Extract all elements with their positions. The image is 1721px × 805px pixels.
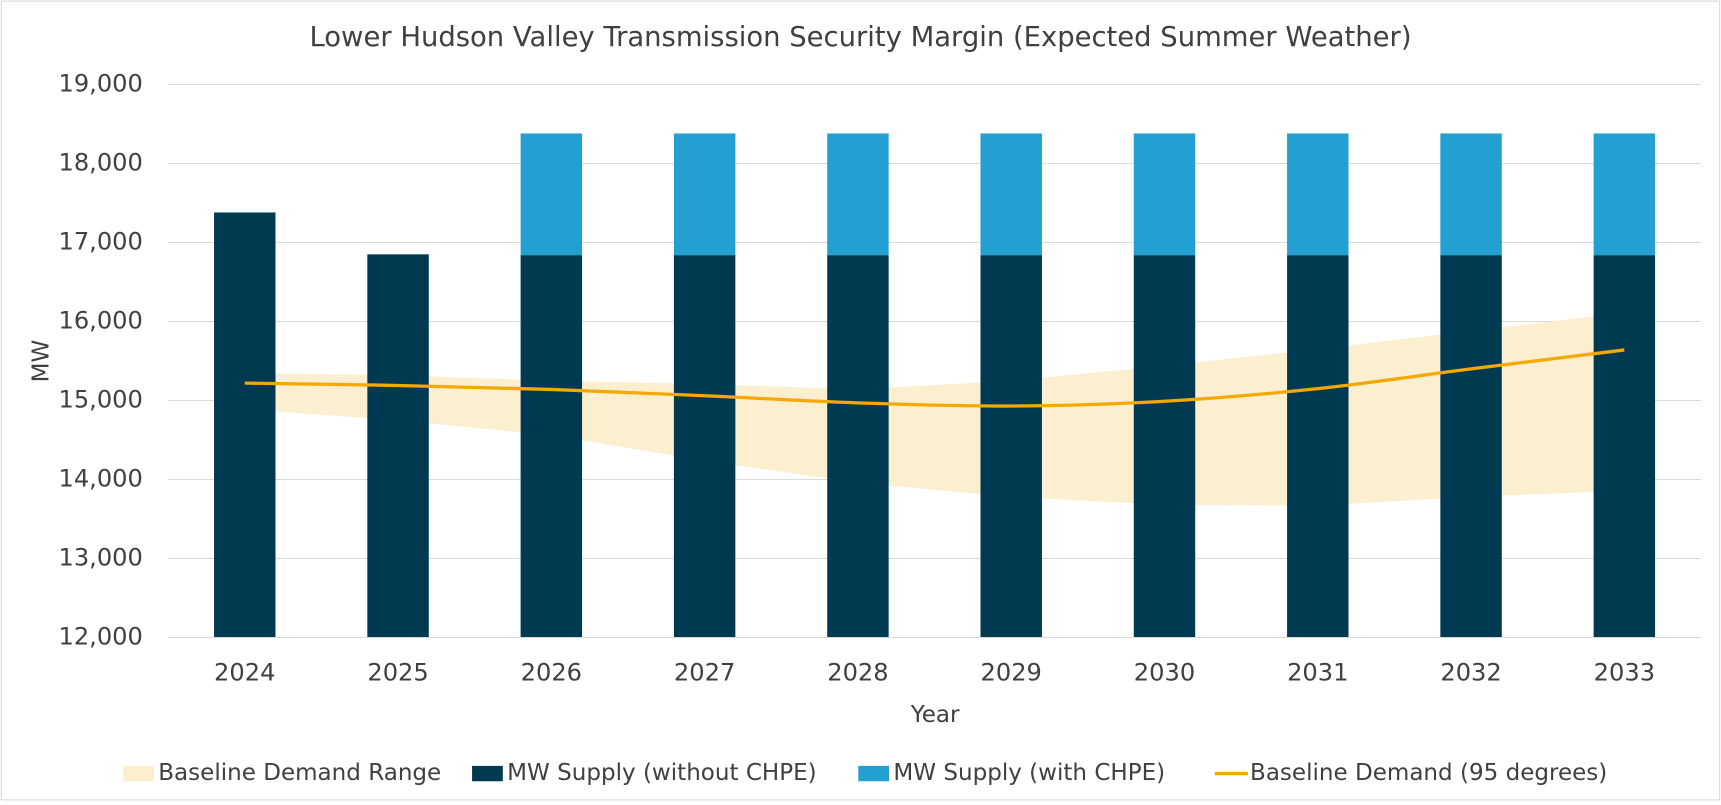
x-tick-label: 2027	[674, 659, 735, 687]
bar	[1287, 133, 1349, 256]
bar	[1593, 255, 1656, 638]
bar	[1593, 133, 1656, 256]
x-tick-label: 2030	[1134, 659, 1195, 687]
bar	[1287, 255, 1349, 638]
bar	[520, 255, 583, 638]
y-tick-label: 15,000	[58, 386, 142, 414]
x-tick-label: 2032	[1440, 659, 1501, 687]
x-tick-label: 2026	[521, 659, 582, 687]
bar	[827, 133, 889, 256]
y-tick-label: 17,000	[58, 227, 142, 255]
bar	[1133, 133, 1196, 256]
legend-swatch	[472, 765, 503, 782]
y-tick-label: 16,000	[58, 306, 142, 334]
y-tick-label: 13,000	[58, 544, 142, 572]
y-tick-label: 19,000	[58, 69, 142, 97]
x-tick-label: 2033	[1594, 659, 1655, 687]
bar	[520, 133, 583, 256]
legend-label: MW Supply (with CHPE)	[893, 760, 1165, 786]
legend-label: MW Supply (without CHPE)	[507, 760, 816, 786]
demand-range	[244, 312, 1625, 506]
bar	[673, 133, 736, 256]
legend-label: Baseline Demand (95 degrees)	[1250, 760, 1607, 786]
legend-label: Baseline Demand Range	[158, 760, 441, 786]
bar	[673, 255, 736, 638]
bar	[980, 255, 1042, 638]
demand-line	[244, 348, 1625, 408]
y-tick-label: 14,000	[58, 465, 142, 493]
y-tick-label: 12,000	[58, 623, 142, 651]
x-tick-label: 2029	[981, 659, 1042, 687]
bar	[827, 255, 889, 638]
legend-swatch	[858, 765, 890, 782]
y-tick-label: 18,000	[58, 148, 142, 176]
x-tick-label: 2025	[367, 659, 428, 687]
y-axis-title: MW	[28, 339, 54, 382]
x-axis-title: Year	[910, 702, 960, 728]
chart-title: Lower Hudson Valley Transmission Securit…	[309, 22, 1411, 53]
bar	[1440, 255, 1502, 638]
bar	[367, 254, 429, 638]
bar	[980, 133, 1042, 256]
bar	[1133, 255, 1196, 638]
bar	[1440, 133, 1502, 256]
x-tick-label: 2031	[1287, 659, 1348, 687]
bar	[214, 212, 276, 638]
x-tick-label: 2024	[214, 659, 275, 687]
legend-swatch	[123, 765, 154, 782]
x-tick-label: 2028	[827, 659, 888, 687]
